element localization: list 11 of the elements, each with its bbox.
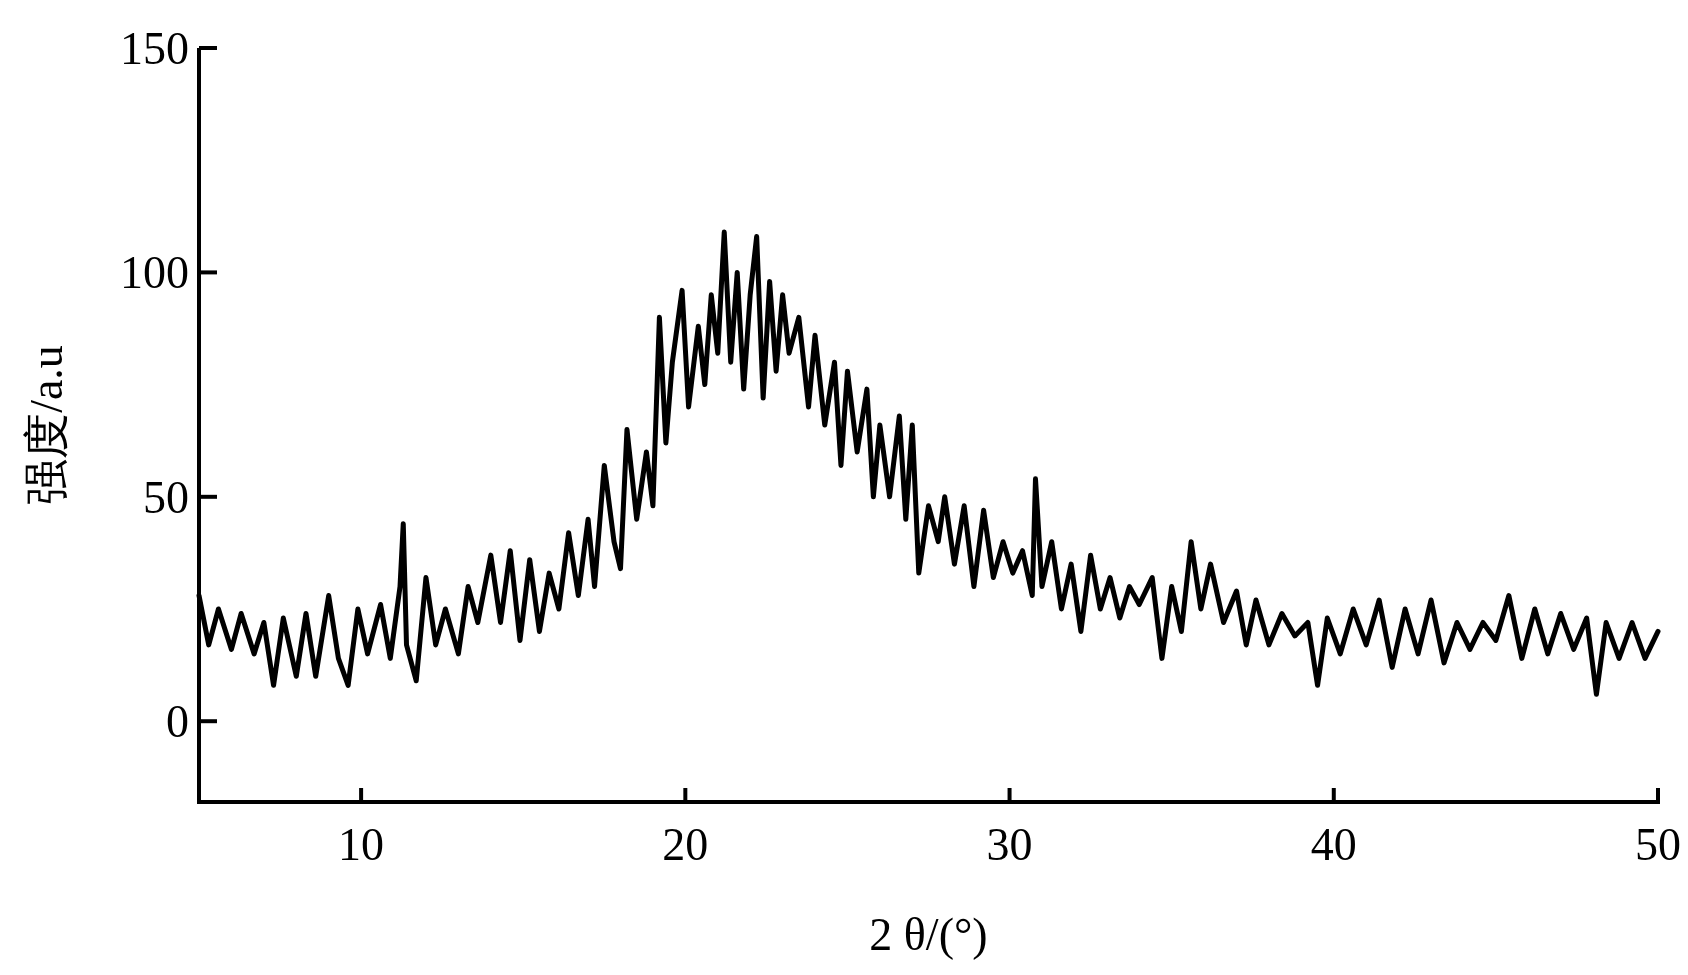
y-tick-label: 0 (166, 696, 189, 748)
y-tick-label: 50 (143, 471, 189, 523)
x-axis-title: 2 θ/(°) (869, 909, 988, 960)
x-tick-label: 10 (338, 819, 385, 870)
y-tick-label: 150 (120, 23, 189, 74)
x-tick-label: 20 (662, 819, 709, 870)
y-tick-label: 100 (120, 247, 189, 299)
x-tick-label: 40 (1310, 819, 1357, 870)
y-axis-title: 强度/a.u (21, 345, 72, 505)
x-tick-label: 30 (986, 819, 1033, 870)
x-tick-label: 50 (1635, 819, 1681, 870)
